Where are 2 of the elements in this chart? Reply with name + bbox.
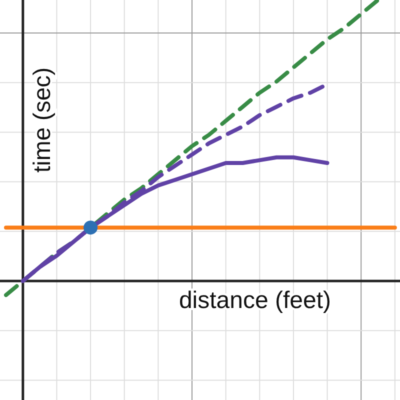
y-axis-title: time (sec): [28, 67, 56, 173]
x-axis-title: distance (feet): [178, 287, 332, 314]
